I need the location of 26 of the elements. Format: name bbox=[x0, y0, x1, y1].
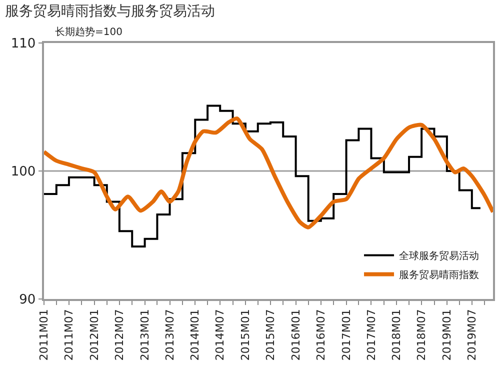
x-tick-label: 2017M01 bbox=[340, 309, 353, 361]
x-tick-label: 2019M01 bbox=[440, 309, 454, 361]
x-tick-label: 2012M01 bbox=[88, 309, 101, 361]
x-tick-label: 2017M07 bbox=[364, 309, 378, 361]
x-tick-label: 2012M07 bbox=[113, 309, 126, 361]
chart-title: 服务贸易晴雨指数与服务贸易活动 bbox=[5, 3, 215, 20]
x-tick-label: 2011M07 bbox=[62, 309, 76, 361]
x-tick-label: 2011M01 bbox=[38, 309, 51, 361]
y-tick-label: 100 bbox=[10, 164, 36, 180]
x-tick-label: 2018M01 bbox=[390, 309, 404, 361]
x-tick-label: 2018M07 bbox=[415, 309, 428, 361]
y-tick-label: 110 bbox=[10, 36, 36, 52]
legend-label: 全球服务贸易活动 bbox=[399, 250, 480, 262]
x-tick-label: 2015M07 bbox=[264, 309, 278, 361]
x-tick-label: 2015M01 bbox=[239, 309, 252, 361]
x-tick-label: 2013M07 bbox=[163, 309, 176, 361]
y-tick-label: 90 bbox=[19, 292, 36, 308]
chart-subtitle: 长期趋势=100 bbox=[55, 26, 122, 38]
line-series bbox=[44, 116, 493, 230]
x-tick-label: 2016M07 bbox=[314, 309, 328, 361]
x-tick-label: 2014M01 bbox=[188, 309, 202, 361]
x-tick-label: 2016M01 bbox=[289, 309, 302, 361]
x-tick-label: 2019M07 bbox=[465, 309, 478, 361]
x-tick-label: 2013M01 bbox=[138, 309, 152, 361]
x-tick-label: 2014M07 bbox=[214, 309, 227, 361]
legend-label: 服务贸易晴雨指数 bbox=[399, 269, 480, 282]
